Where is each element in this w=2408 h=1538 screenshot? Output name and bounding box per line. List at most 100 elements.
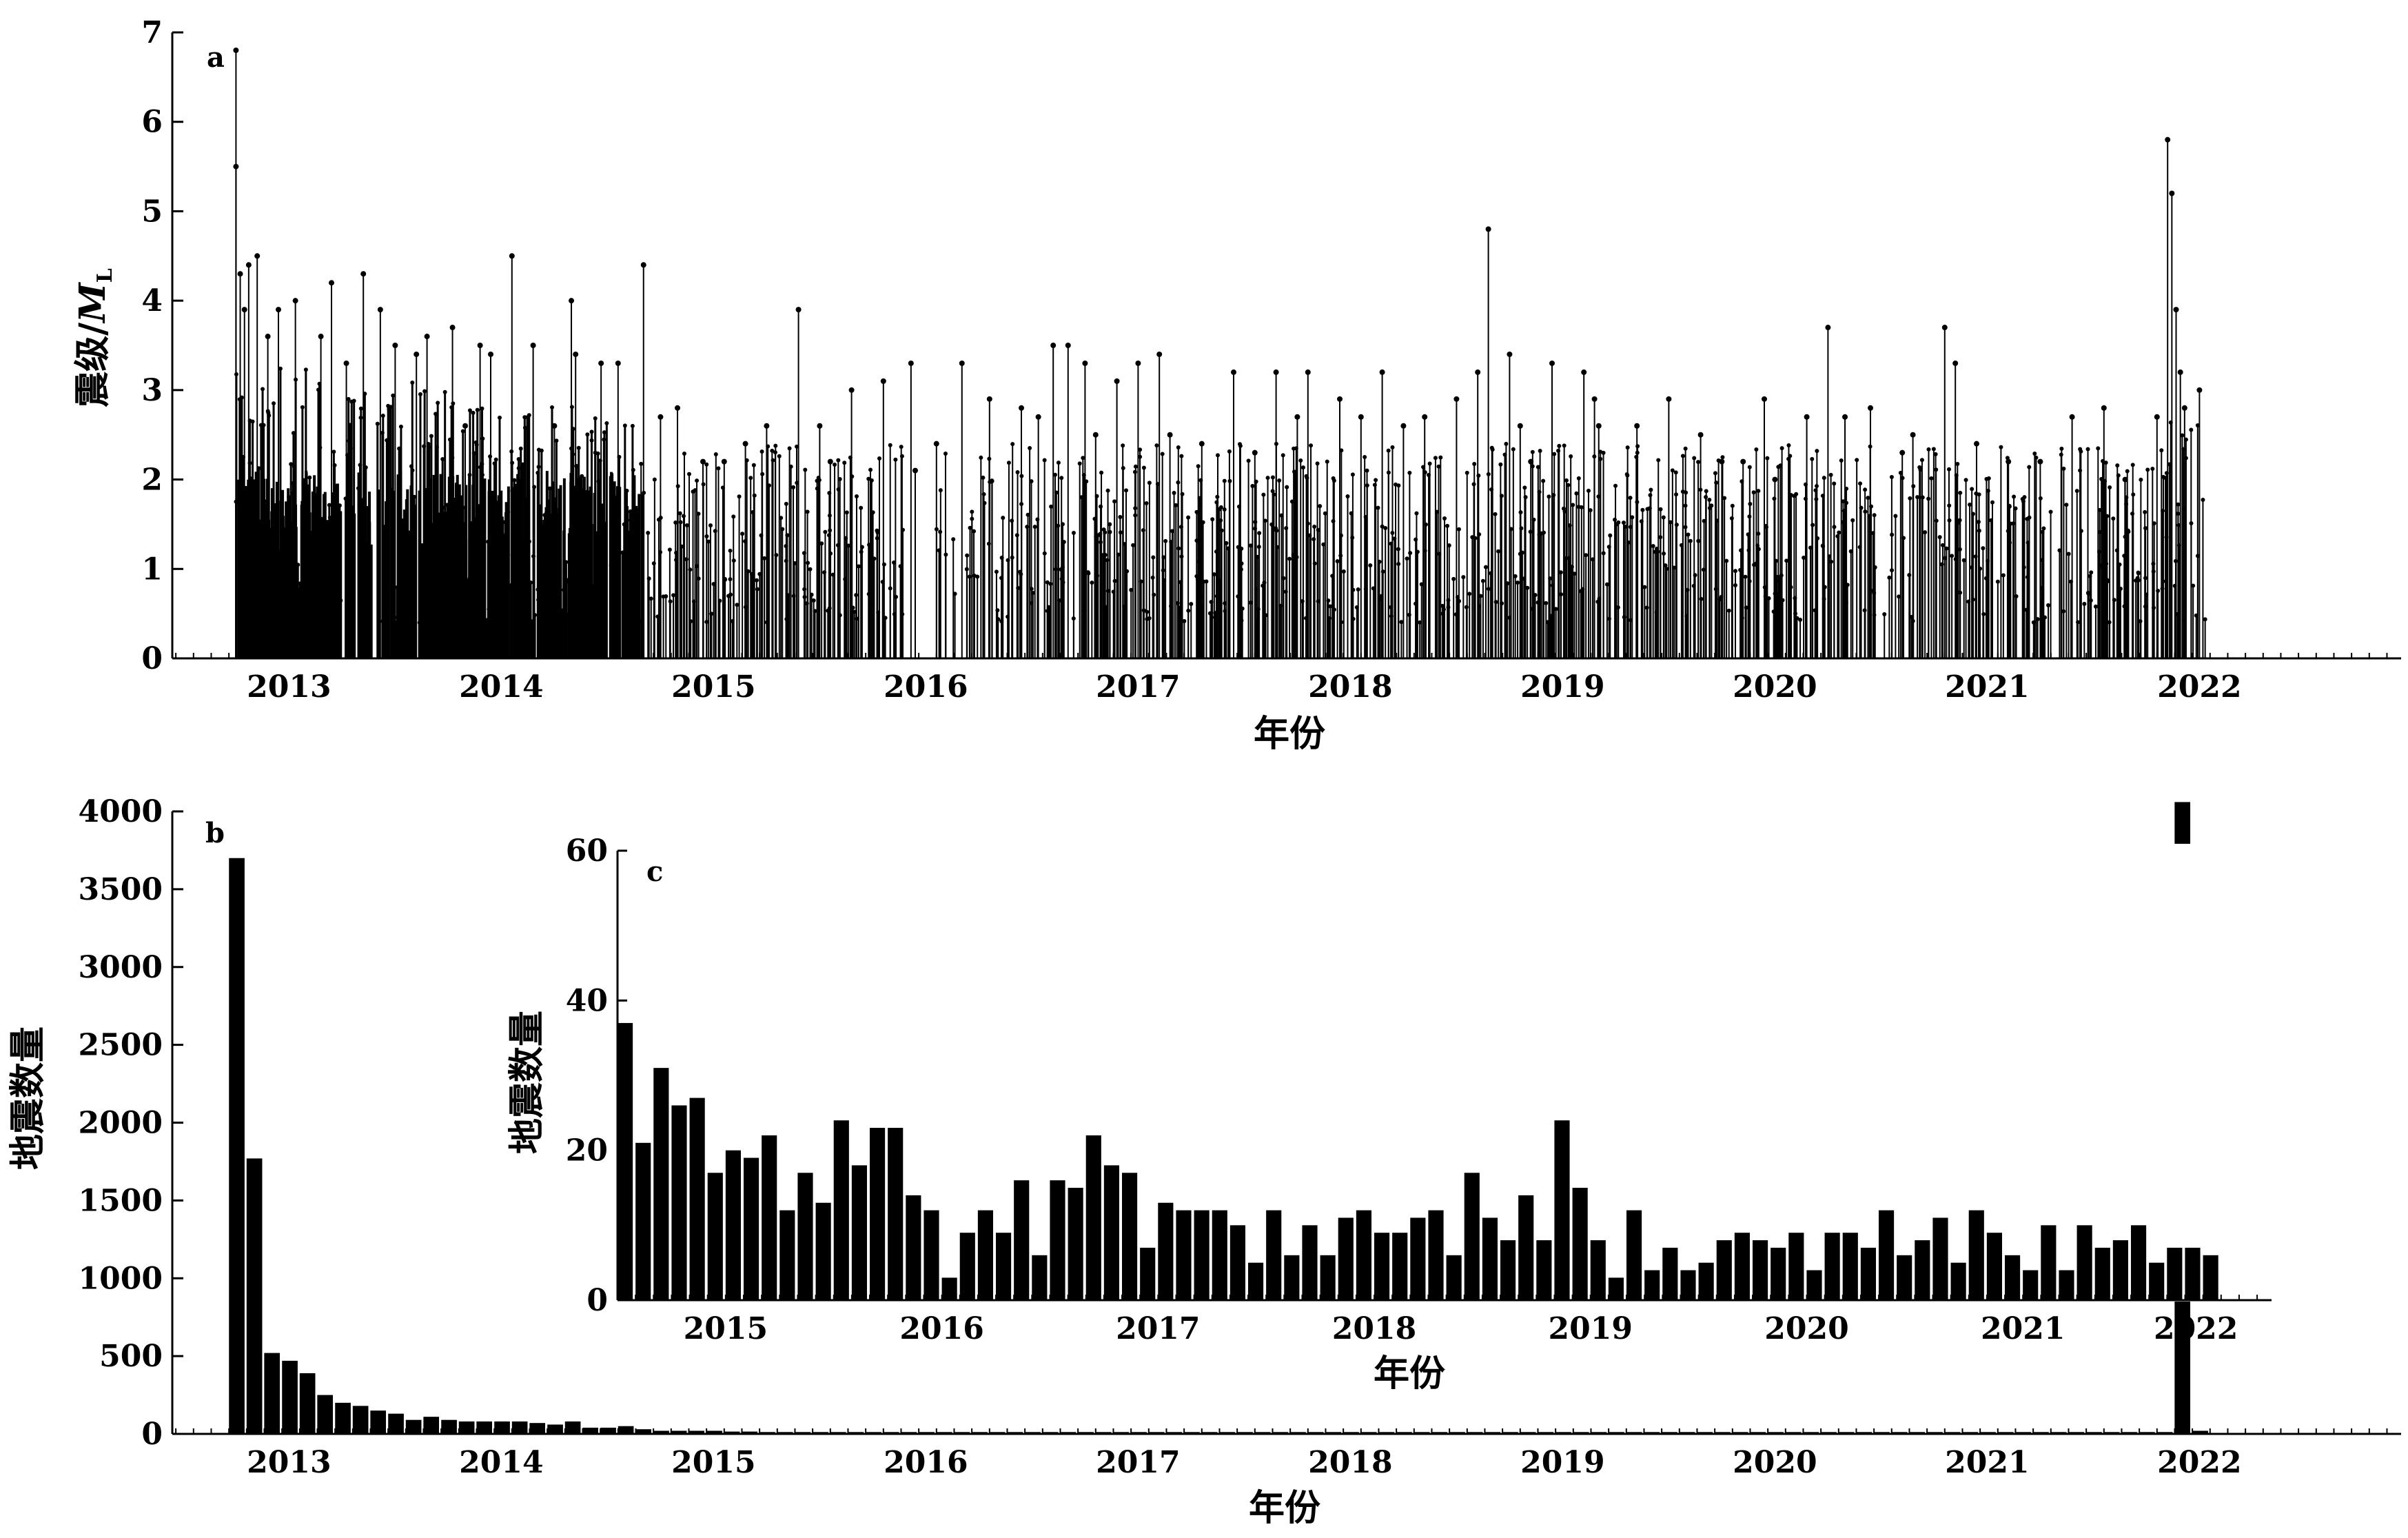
event-dot [1832, 481, 1837, 486]
event-dot [639, 461, 644, 466]
event-dot [1447, 543, 1451, 548]
event-dot [1236, 504, 1241, 509]
event-dot [877, 456, 881, 461]
event-dot [569, 298, 575, 304]
event-dot [1762, 396, 1767, 402]
event-dot [1350, 535, 1355, 540]
event-dot [1059, 476, 1064, 480]
event-dot [1485, 226, 1491, 232]
panel-a-y-tick-label: 1 [141, 552, 163, 587]
count-bar [1752, 1240, 1768, 1300]
event-dot [598, 360, 604, 366]
event-dot [1053, 567, 1058, 571]
event-dot [1683, 503, 1688, 508]
event-dot [1729, 516, 1734, 520]
event-dot [360, 271, 367, 277]
event-dot [1418, 620, 1422, 625]
event-dot [1621, 520, 1626, 525]
event-dot [589, 429, 594, 434]
event-dot [760, 472, 765, 476]
event-dot [970, 509, 975, 514]
event-dot [1048, 581, 1053, 586]
event-dot [773, 450, 777, 455]
event-dot [1138, 454, 1143, 459]
event-dot [1601, 551, 1606, 556]
event-dot [1015, 469, 1020, 474]
event-dot [1889, 474, 1894, 479]
count-bar [1482, 1217, 1498, 1300]
event-dot [585, 432, 590, 437]
panel-c-x-tick-label: 2019 [1549, 1311, 1633, 1346]
event-dot [859, 545, 864, 549]
event-dot [1569, 454, 1573, 459]
panel-a-x-tick-label: 2022 [2157, 669, 2241, 705]
event-dot [1461, 575, 1466, 580]
event-dot [1693, 573, 1697, 578]
event-dot [704, 462, 709, 467]
event-dot [1516, 580, 1520, 585]
event-dot [2165, 136, 2171, 143]
event-dot [1085, 570, 1090, 575]
event-dot [780, 527, 785, 532]
event-dot [1584, 553, 1589, 558]
event-dot [1999, 445, 2003, 449]
event-dot [846, 543, 851, 548]
event-dot [2069, 414, 2075, 420]
event-dot [1908, 496, 1912, 500]
event-dot [530, 343, 536, 348]
event-dot [1082, 360, 1088, 366]
event-dot [837, 613, 842, 618]
event-dot [1379, 369, 1385, 375]
event-dot [793, 561, 797, 566]
event-dot [1160, 452, 1165, 456]
event-dot [1986, 488, 1990, 493]
event-dot [651, 561, 656, 566]
event-dot [1839, 458, 1844, 463]
event-dot [1061, 540, 1066, 545]
event-dot [1141, 528, 1145, 533]
event-dot [1670, 468, 1675, 473]
panel-c-x-tick-label: 2022 [2154, 1311, 2238, 1346]
event-dot [1522, 485, 1527, 490]
event-dot [1237, 442, 1242, 447]
event-dot [1422, 414, 1428, 420]
event-dot [233, 47, 239, 53]
event-dot [892, 611, 897, 616]
event-dot [397, 446, 402, 451]
count-bar [1536, 1240, 1552, 1300]
event-dot [1704, 495, 1708, 500]
count-bar [1266, 1210, 1282, 1300]
event-dot [331, 449, 336, 454]
panel-c-bars [616, 844, 2277, 1302]
event-dot [1407, 470, 1412, 475]
count-bar [2149, 1262, 2165, 1300]
count-bar [688, 1430, 705, 1434]
event-dot [706, 539, 711, 544]
event-dot [1586, 488, 1591, 493]
event-dot [1754, 561, 1759, 566]
event-dot [1628, 496, 1633, 500]
count-bar [370, 1410, 387, 1434]
event-dot [1882, 611, 1887, 616]
event-dot [764, 423, 770, 429]
event-dot [1649, 487, 1653, 492]
event-dot [811, 598, 816, 603]
event-dot [836, 487, 841, 492]
event-dot [1045, 609, 1050, 614]
event-dot [1772, 476, 1778, 483]
event-dot [1300, 465, 1305, 470]
event-dot [822, 570, 827, 575]
event-dot [1717, 597, 1722, 602]
event-dot [1658, 507, 1663, 512]
count-bar [762, 1135, 777, 1300]
event-dot [1124, 488, 1129, 493]
event-dot [1820, 494, 1825, 498]
event-dot [1976, 519, 1981, 524]
event-dot [1135, 360, 1141, 366]
event-dot [1154, 443, 1159, 448]
count-bar [1410, 1217, 1426, 1300]
event-dot [694, 564, 699, 569]
event-dot [348, 425, 353, 430]
event-dot [1977, 492, 1981, 497]
event-dot [1189, 602, 1194, 607]
